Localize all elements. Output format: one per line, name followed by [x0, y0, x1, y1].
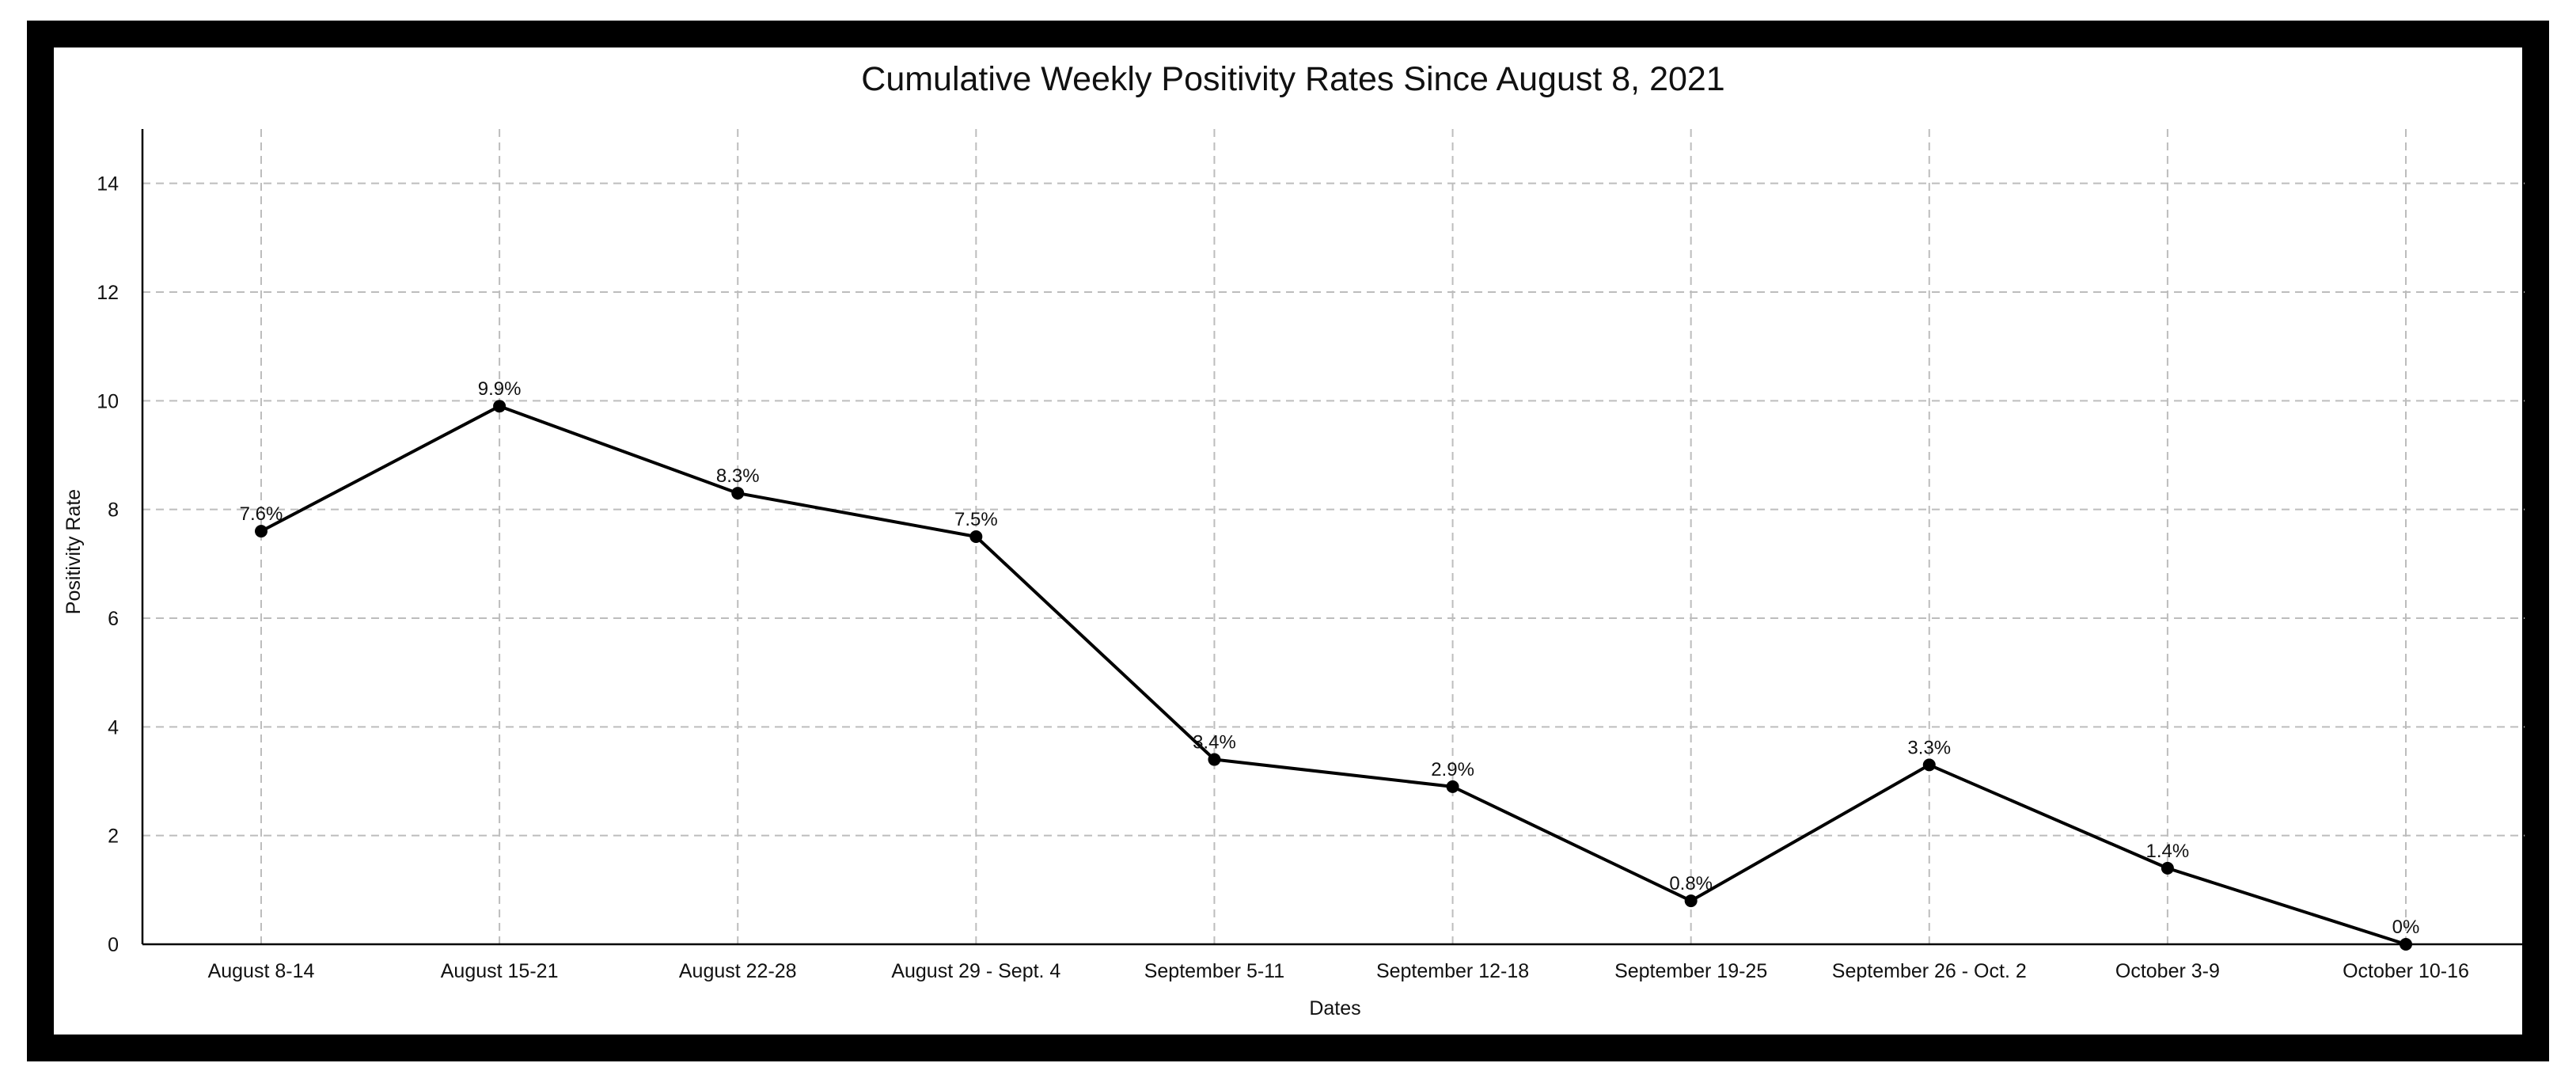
- data-point: [1446, 780, 1459, 793]
- series-line: [260, 404, 2407, 946]
- data-label: 0.8%: [1669, 873, 1713, 894]
- chart-frame: [27, 21, 2549, 1061]
- x-tick-label: August 29 - Sept. 4: [891, 960, 1060, 982]
- data-label: 8.3%: [716, 465, 760, 487]
- x-tick-label: September 5-11: [1144, 960, 1284, 982]
- data-point: [493, 400, 506, 413]
- grid: [142, 129, 2525, 944]
- data-label: 3.4%: [1193, 732, 1236, 754]
- data-point: [969, 530, 983, 543]
- x-tick-label: September 12-18: [1376, 960, 1529, 982]
- y-tick-label: 14: [97, 173, 119, 196]
- chart-title: Cumulative Weekly Positivity Rates Since…: [861, 60, 1724, 98]
- data-point: [2400, 938, 2412, 951]
- data-label: 1.4%: [2146, 841, 2190, 862]
- x-tick-label: August 15-21: [441, 960, 559, 982]
- x-tick-label: August 22-28: [679, 960, 797, 982]
- y-tick-label: 12: [97, 282, 119, 304]
- axes: [141, 129, 2525, 946]
- y-tick-labels: 0 2 4 6 8 10 12 14: [97, 173, 119, 956]
- y-tick-label: 0: [108, 934, 119, 956]
- data-point: [1922, 758, 1936, 772]
- data-label: 7.6%: [240, 503, 283, 525]
- series: [255, 400, 2412, 951]
- data-point: [1208, 753, 1221, 766]
- data-labels: 7.6% 9.9% 8.3% 7.5% 3.4% 2.9% 0.8% 3.3% 1.4% 0%: [240, 378, 2420, 938]
- x-tick-label: September 26 - Oct. 2: [1832, 960, 2027, 982]
- y-tick-label: 6: [108, 608, 119, 630]
- x-tick-label: August 8-14: [208, 960, 315, 982]
- data-label: 2.9%: [1431, 759, 1474, 780]
- data-point: [2161, 861, 2174, 875]
- y-tick-label: 4: [108, 716, 119, 738]
- data-point: [731, 487, 745, 500]
- data-label: 7.5%: [954, 509, 998, 530]
- data-label: 3.3%: [1907, 737, 1951, 758]
- x-axis-label: Dates: [1309, 997, 1360, 1019]
- y-tick-label: 2: [108, 826, 119, 848]
- data-point: [255, 525, 267, 538]
- x-tick-labels: August 8-14 August 15-21 August 22-28 Augus…: [208, 960, 2469, 982]
- y-axis-label: Positivity Rate: [63, 489, 85, 614]
- data-label: 0%: [2392, 917, 2420, 938]
- data-label: 9.9%: [478, 378, 522, 400]
- y-tick-label: 10: [97, 390, 119, 412]
- x-tick-label: October 10-16: [2343, 960, 2469, 982]
- x-tick-label: September 19-25: [1614, 960, 1767, 982]
- x-tick-label: October 3-9: [2115, 960, 2220, 982]
- data-point: [1684, 894, 1698, 908]
- y-tick-label: 8: [108, 499, 119, 522]
